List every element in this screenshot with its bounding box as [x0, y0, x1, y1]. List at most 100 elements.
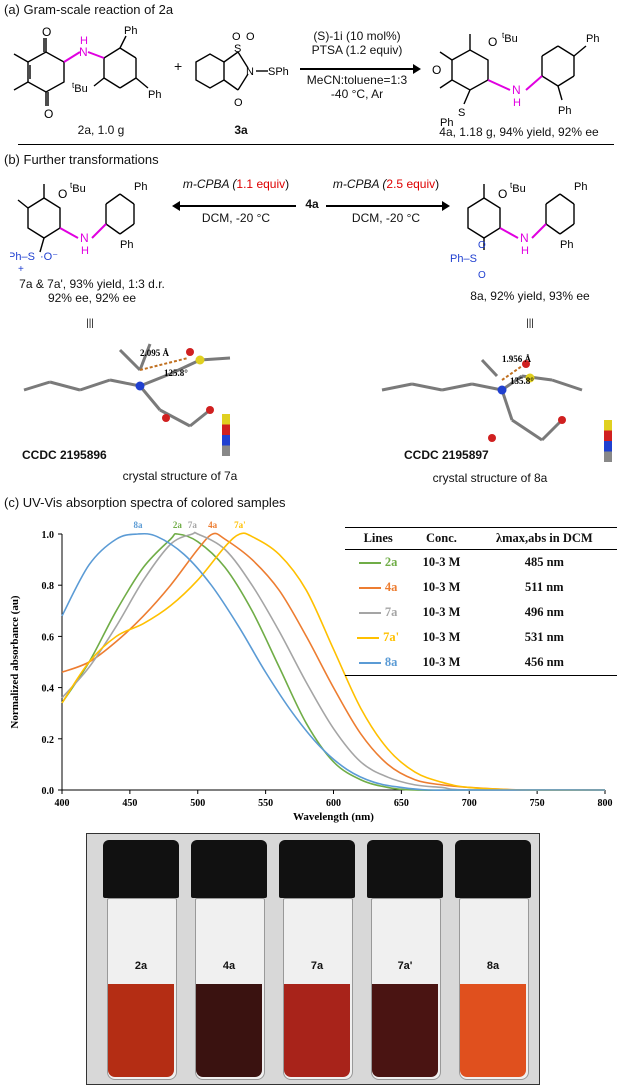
vial-cap: [367, 840, 443, 898]
series-line-7a: [61, 531, 606, 791]
ccdc-right: CCDC 2195897: [404, 448, 489, 462]
atom-key-right: [604, 420, 612, 462]
x-tick-label: 400: [55, 798, 70, 809]
x-tick-label: 750: [530, 798, 545, 809]
svg-text:H: H: [513, 97, 521, 109]
x-tick-label: 550: [258, 798, 273, 809]
series-line-2a: [61, 533, 605, 791]
cond-right: m-CPBA (2.5 equiv): [332, 177, 440, 191]
arrow-left: [178, 205, 296, 207]
svg-text:Ph: Ph: [134, 181, 147, 193]
svg-text:2.095 Å: 2.095 Å: [140, 348, 170, 358]
table-header: Conc.: [411, 527, 472, 550]
vial: 8a: [453, 834, 533, 1082]
crystal-structure-7a-image: 2.095 Å 125.8°: [23, 343, 231, 428]
svg-text:S: S: [458, 107, 465, 119]
vial: 7a: [277, 834, 357, 1082]
svg-text:O: O: [478, 240, 486, 251]
reactant-3a-label: 3a: [234, 123, 248, 137]
svg-text:N: N: [246, 66, 254, 78]
plus-sign: +: [174, 58, 183, 74]
x-tick-label: 650: [394, 798, 409, 809]
solvent-right: DCM, -20 °C: [351, 211, 421, 225]
svg-text:Ph: Ph: [558, 105, 571, 117]
peak-label: 7a: [188, 520, 198, 530]
table-header: Lines: [345, 527, 412, 550]
svg-text:N: N: [520, 231, 529, 245]
conditions-bottom: MeCN:toluene=1:3 -40 °C, Ar: [306, 73, 408, 101]
svg-text:Ph–S: Ph–S: [10, 251, 35, 263]
x-tick-label: 500: [190, 798, 205, 809]
vial: 4a: [189, 834, 269, 1082]
center-4a: 4a: [305, 197, 319, 211]
y-tick-label: 0.8: [42, 581, 55, 592]
table-header: λmax,abs in DCM: [471, 527, 617, 550]
molecule-2a: O O NH Ph Ph tBu: [13, 25, 161, 121]
svg-text:O: O: [488, 35, 497, 49]
peak-label: 8a: [134, 520, 144, 530]
svg-text:Ph: Ph: [560, 239, 573, 251]
vial-liquid: [196, 984, 262, 1077]
table-row: 7a' 10-3 M 531 nm: [345, 625, 617, 650]
svg-text:H: H: [80, 35, 88, 47]
arrow-right-head: [442, 201, 450, 211]
svg-text:O: O: [232, 31, 241, 43]
table-row: 7a 10-3 M 496 nm: [345, 600, 617, 625]
vial: 2a: [101, 834, 181, 1082]
crystal-caption-left: crystal structure of 7a: [122, 469, 238, 483]
reactant-2a-label: 2a, 1.0 g: [77, 123, 125, 137]
svg-text:Ph: Ph: [148, 89, 161, 101]
svg-text:125.8°: 125.8°: [164, 368, 188, 378]
y-tick-label: 0.6: [42, 632, 55, 643]
svg-text:O: O: [246, 31, 255, 43]
lambda-table: Lines Conc. λmax,abs in DCM 2a 10-3 M 485…: [345, 527, 617, 676]
vial-cap: [279, 840, 355, 898]
vial-label: 8a: [486, 960, 500, 972]
svg-text:tBu: tBu: [70, 181, 86, 196]
svg-text:O: O: [58, 187, 67, 201]
svg-text:O: O: [44, 107, 53, 121]
svg-text:O: O: [432, 63, 441, 77]
section-b-title: (b) Further transformations: [4, 152, 159, 167]
svg-text:tBu: tBu: [72, 81, 88, 96]
vial-label: 2a: [134, 960, 148, 972]
section-c-title: (c) UV-Vis absorption spectra of colored…: [4, 495, 286, 510]
vial-liquid: [460, 984, 526, 1077]
vial: 7a': [365, 834, 445, 1082]
divider-a: [18, 144, 614, 145]
x-axis-label: Wavelength (nm): [293, 811, 374, 823]
vials-photo: 2a 4a 7a 7a' 8a: [86, 833, 540, 1085]
y-tick-label: 0.4: [42, 684, 55, 695]
svg-text:+: +: [18, 264, 24, 275]
svg-text:O: O: [478, 270, 486, 281]
vial-label: 7a: [310, 960, 324, 972]
table-row: 2a 10-3 M 485 nm: [345, 550, 617, 576]
arrow-left-head: [172, 201, 180, 211]
vial-liquid: [284, 984, 350, 1077]
svg-text:tBu: tBu: [510, 181, 526, 196]
svg-text:Ph: Ph: [574, 181, 587, 193]
table-row: 8a 10-3 M 456 nm: [345, 650, 617, 676]
x-tick-label: 800: [598, 798, 613, 809]
product-8a-label: 8a, 92% yield, 93% ee: [470, 289, 590, 303]
conditions-top: (S)-1i (10 mol%) PTSA (1.2 equiv): [311, 29, 403, 57]
peak-label: 7a': [234, 520, 246, 530]
x-tick-label: 450: [122, 798, 137, 809]
svg-text:SPh: SPh: [268, 66, 289, 78]
ccdc-left: CCDC 2195896: [22, 448, 107, 462]
peak-label: 2a: [173, 520, 183, 530]
svg-text:O: O: [234, 97, 243, 109]
series-line-8a: [61, 532, 605, 791]
vial-cap: [103, 840, 179, 898]
peak-label: 4a: [208, 520, 218, 530]
vial-cap: [191, 840, 267, 898]
product-4a-label: 4a, 1.18 g, 94% yield, 92% ee: [439, 125, 599, 139]
svg-text:1.956 Å: 1.956 Å: [502, 354, 532, 364]
series-line-4a: [61, 532, 606, 791]
section-a-title: (a) Gram-scale reaction of 2a: [4, 2, 174, 17]
equiv-sign-right: |||: [526, 318, 534, 329]
svg-text:H: H: [81, 245, 89, 257]
x-tick-label: 600: [326, 798, 341, 809]
svg-text:135.8°: 135.8°: [510, 376, 534, 386]
